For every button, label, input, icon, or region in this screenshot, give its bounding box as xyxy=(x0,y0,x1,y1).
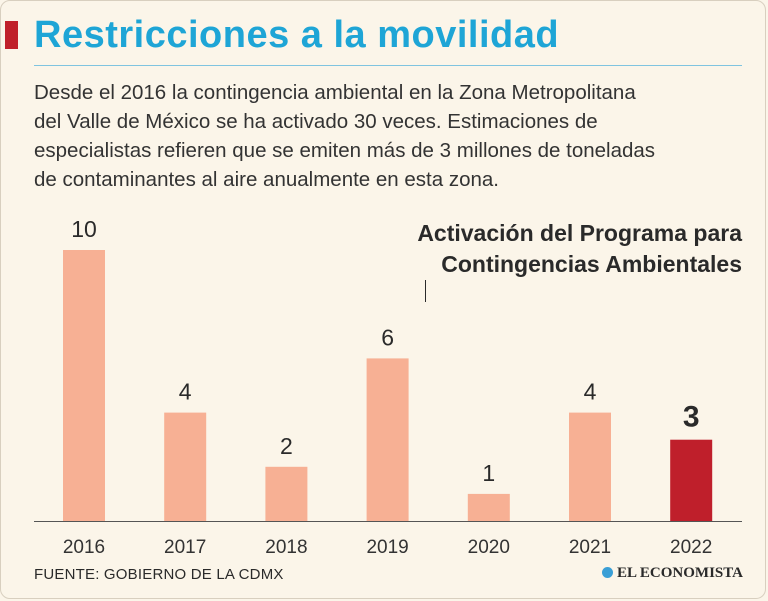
chart-title-line-2: Contingencias Ambientales xyxy=(417,249,742,302)
data-label-2017: 4 xyxy=(179,379,192,405)
bar-2020 xyxy=(467,493,510,521)
x-tick-label-2018: 2018 xyxy=(265,537,307,558)
description: Desde el 2016 la contingencia ambiental … xyxy=(34,78,754,194)
brand-logo: EL ECONOMISTA xyxy=(602,565,743,582)
data-label-2021: 4 xyxy=(584,379,597,405)
page-title: Restricciones a la movilidad xyxy=(34,14,560,56)
bar-2022 xyxy=(670,439,713,521)
globe-icon xyxy=(602,567,613,578)
description-line: especialistas refieren que se emiten más… xyxy=(34,139,656,162)
title-separator-mark xyxy=(425,280,427,302)
bar-2018 xyxy=(265,466,308,521)
x-tick-label-2017: 2017 xyxy=(164,537,206,558)
x-tick-label-2021: 2021 xyxy=(569,537,611,558)
description-line: Desde el 2016 la contingencia ambiental … xyxy=(34,81,636,104)
bar-2021 xyxy=(569,412,611,521)
data-label-2016: 10 xyxy=(71,216,97,242)
bar-2019 xyxy=(366,358,409,521)
x-tick-label-2019: 2019 xyxy=(366,537,408,558)
data-label-2022: 3 xyxy=(683,401,700,434)
title-divider xyxy=(34,65,742,66)
x-tick-label-2020: 2020 xyxy=(468,537,510,558)
data-label-2018: 2 xyxy=(280,433,293,459)
brand-name: EL ECONOMISTA xyxy=(617,565,743,581)
description-line: del Valle de México se ha activado 30 ve… xyxy=(34,110,598,133)
x-tick-label-2022: 2022 xyxy=(670,537,712,558)
bar-2016 xyxy=(63,250,105,521)
x-tick-label-2016: 2016 xyxy=(63,537,105,558)
bar-2017 xyxy=(164,412,207,521)
data-label-2019: 6 xyxy=(381,324,394,350)
chart-title: Activación del Programa para Contingenci… xyxy=(417,218,742,302)
description-line: de contaminantes al aire anualmente en e… xyxy=(34,168,499,191)
source-note: FUENTE: GOBIERNO DE LA CDMX xyxy=(34,566,284,583)
title-accent-bar xyxy=(5,21,18,49)
data-label-2020: 1 xyxy=(482,460,495,486)
chart-title-line: Activación del Programa para xyxy=(417,220,742,246)
chart-title-line-text: Contingencias Ambientales xyxy=(441,251,742,277)
